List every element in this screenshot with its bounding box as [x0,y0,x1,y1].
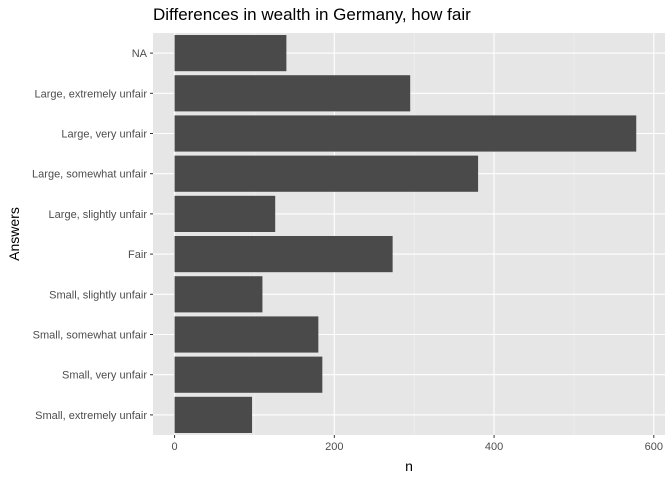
y-tick-label: Large, extremely unfair [35,88,148,100]
y-tick-label: Small, somewhat unfair [33,330,148,342]
bars [174,35,637,433]
y-tick-label: Small, very unfair [62,370,147,382]
y-tick-label: Small, extremely unfair [35,410,147,422]
bar [174,155,479,192]
x-axis: 0 200 400 600 [172,435,663,453]
bar [174,396,253,433]
bar [174,316,319,353]
bar [174,276,263,313]
x-tick-label: 600 [645,441,663,453]
x-tick-label: 200 [325,441,343,453]
x-tick-label: 0 [172,441,178,453]
bar [174,35,287,72]
x-axis-title: n [405,458,413,474]
bar [174,75,411,112]
y-tick-label: Large, slightly unfair [49,209,148,221]
y-tick-label: Small, slightly unfair [49,289,147,301]
y-tick-label: Large, somewhat unfair [32,169,147,181]
chart-title: Differences in wealth in Germany, how fa… [153,5,471,24]
bar [174,195,276,232]
y-tick-label: NA [132,48,148,60]
bar [174,115,637,152]
y-axis-title: Answers [6,207,22,261]
y-tick-label: Large, very unfair [61,129,147,141]
bar [174,356,323,393]
y-axis: NA Large, extremely unfair Large, very unf… [32,48,153,422]
x-tick-label: 400 [485,441,503,453]
y-tick-label: Fair [128,249,147,261]
bar [174,236,393,273]
